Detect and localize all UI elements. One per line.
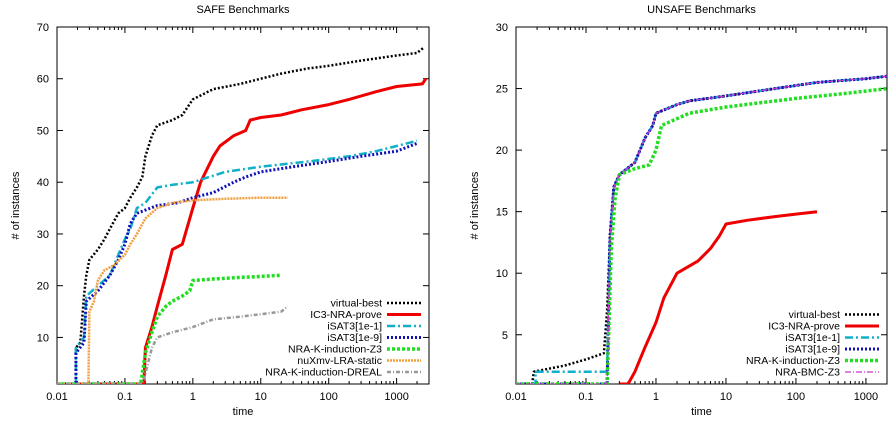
x-tick-label: 10 [255, 391, 267, 403]
legend-label: iSAT3[1e-9] [327, 332, 382, 344]
series-line-isat3-1e-1- [57, 139, 418, 384]
series-line-nra-bmc-z3 [516, 75, 887, 384]
legend-label: iSAT3[1e-1] [327, 321, 382, 333]
y-tick-label: 5 [502, 330, 508, 342]
x-tick-label: 0.1 [117, 391, 132, 403]
y-axis-label: # of instances [10, 171, 22, 239]
plot-frame [515, 26, 888, 385]
y-tick-label: 30 [37, 229, 49, 241]
series-line-nuxmv-lra-static [57, 196, 288, 384]
legend-label: virtual-best [331, 298, 382, 310]
series-line-isat3-1e-9- [516, 74, 887, 384]
legend-label: IC3-NRA-prove [310, 309, 382, 321]
x-tick-label: 1 [653, 391, 659, 403]
series-line-ic3-nra-prove [619, 210, 818, 384]
series-line-nra-k-induction-z3 [516, 86, 887, 384]
legend-label: NRA-K-induction-Z3 [288, 344, 382, 356]
y-axis-label: # of instances [469, 171, 481, 239]
x-tick-label: 0.1 [578, 391, 593, 403]
y-tick-label: 30 [496, 22, 508, 34]
x-tick-label: 0.01 [505, 391, 526, 403]
chart-panel-1: 0.01 0.1 1 10 100 1000 5 10 15 20 25 30 UNSAFE Bench… [469, 4, 888, 418]
chart-title: SAFE Benchmarks [197, 4, 290, 16]
x-tick-label: 100 [787, 391, 805, 403]
x-tick-label: 1000 [384, 391, 408, 403]
y-tick-label: 10 [496, 268, 508, 280]
legend-label: NRA-K-induction-Z3 [746, 355, 840, 367]
y-tick-label: 25 [496, 84, 508, 96]
x-tick-label: 100 [319, 391, 337, 403]
series-line-nra-k-induction-z3 [57, 273, 282, 384]
y-tick-label: 60 [37, 74, 49, 86]
legend-label: virtual-best [789, 309, 840, 321]
legend-label: iSAT3[1e-1] [785, 332, 840, 344]
x-axis-label: time [233, 406, 254, 418]
x-tick-label: 10 [720, 391, 732, 403]
x-tick-label: 0.01 [46, 391, 67, 403]
x-tick-label: 1 [190, 391, 196, 403]
y-tick-label: 50 [37, 125, 49, 137]
y-tick-label: 70 [37, 22, 49, 34]
x-axis-label: time [691, 406, 712, 418]
y-tick-label: 40 [37, 177, 49, 189]
chart-title: UNSAFE Benchmarks [647, 4, 756, 16]
x-tick-label: 1000 [854, 391, 878, 403]
chart-panel-0: 0.01 0.1 1 10 100 1000 10 20 30 40 50 60 70 SAFE Benc… [10, 4, 430, 418]
legend-label: nuXmv-LRA-static [297, 355, 382, 367]
series-line-virtual-best [57, 46, 425, 384]
plot-frame [56, 26, 430, 385]
series-line-isat3-1e-9- [57, 141, 418, 384]
series-line-nra-k-induction-dreal [57, 305, 289, 384]
legend-label: NRA-BMC-Z3 [775, 367, 840, 379]
legend-label: IC3-NRA-prove [768, 321, 840, 333]
y-tick-label: 20 [37, 281, 49, 293]
y-tick-label: 20 [496, 145, 508, 157]
legend-label: iSAT3[1e-9] [785, 344, 840, 356]
legend-label: NRA-K-induction-DREAL [265, 367, 382, 379]
series-line-ic3-nra-prove [57, 77, 428, 384]
y-tick-label: 15 [496, 207, 508, 219]
y-tick-label: 10 [37, 332, 49, 344]
